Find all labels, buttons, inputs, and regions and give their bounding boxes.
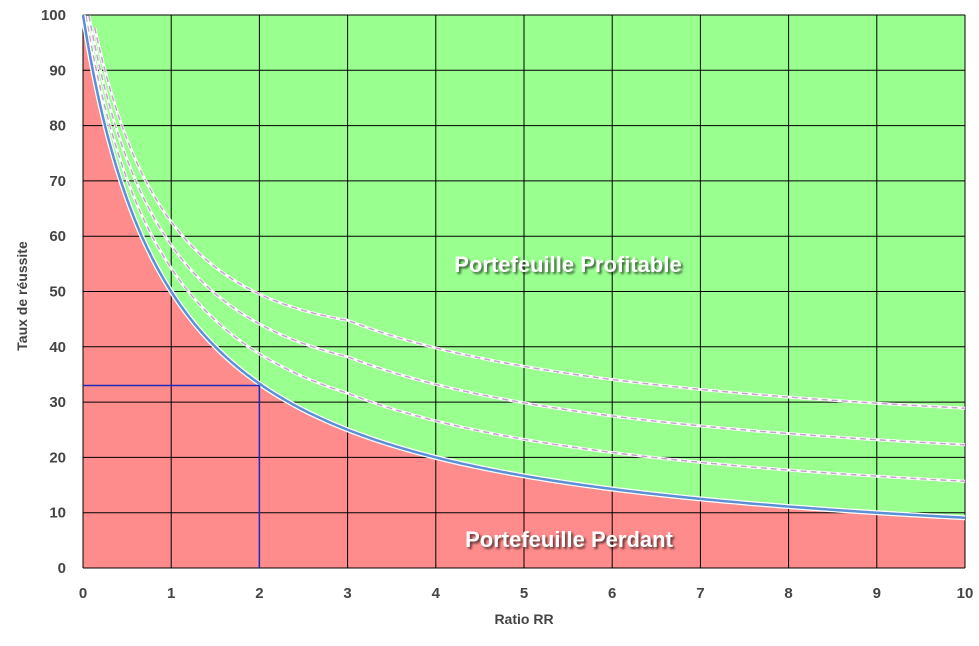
x-tick-label: 0 [79,585,87,602]
x-tick-label: 1 [167,585,175,602]
x-axis-title: Ratio RR [494,611,553,627]
y-axis-title: Taux de réussite [14,241,30,351]
x-tick-label: 9 [873,585,881,602]
offset-curve [85,15,966,482]
x-tick-label: 10 [957,585,974,602]
offset-curve [88,15,966,446]
x-tick-label: 6 [608,585,616,602]
y-tick-label: 50 [49,284,66,301]
x-tick-label: 8 [784,585,792,602]
profit-zone-label: Portefeuille Profitable [454,252,681,277]
y-tick-label: 100 [41,7,66,24]
y-tick-label: 60 [49,228,66,245]
y-tick-label: 70 [49,173,66,190]
marker-lines [83,384,261,568]
y-tick-label: 90 [49,62,66,79]
y-tick-label: 20 [49,449,66,466]
x-tick-label: 3 [343,585,351,602]
x-tick-label: 7 [696,585,704,602]
grid [82,14,966,569]
y-tick-label: 10 [49,505,66,522]
offset-curve [94,27,966,409]
x-tick-label: 2 [255,585,263,602]
offset-curves [84,15,966,483]
loss-zone-label: Portefeuille Perdant [465,527,674,552]
x-tick-label: 5 [520,585,528,602]
y-tick-label: 80 [49,118,66,135]
y-tick-label: 40 [49,339,66,356]
y-tick-label: 0 [58,560,66,577]
breakeven-curve [81,14,966,519]
plot-area-loss [83,15,965,568]
y-tick-label: 30 [49,394,66,411]
x-tick-label: 4 [432,585,441,602]
